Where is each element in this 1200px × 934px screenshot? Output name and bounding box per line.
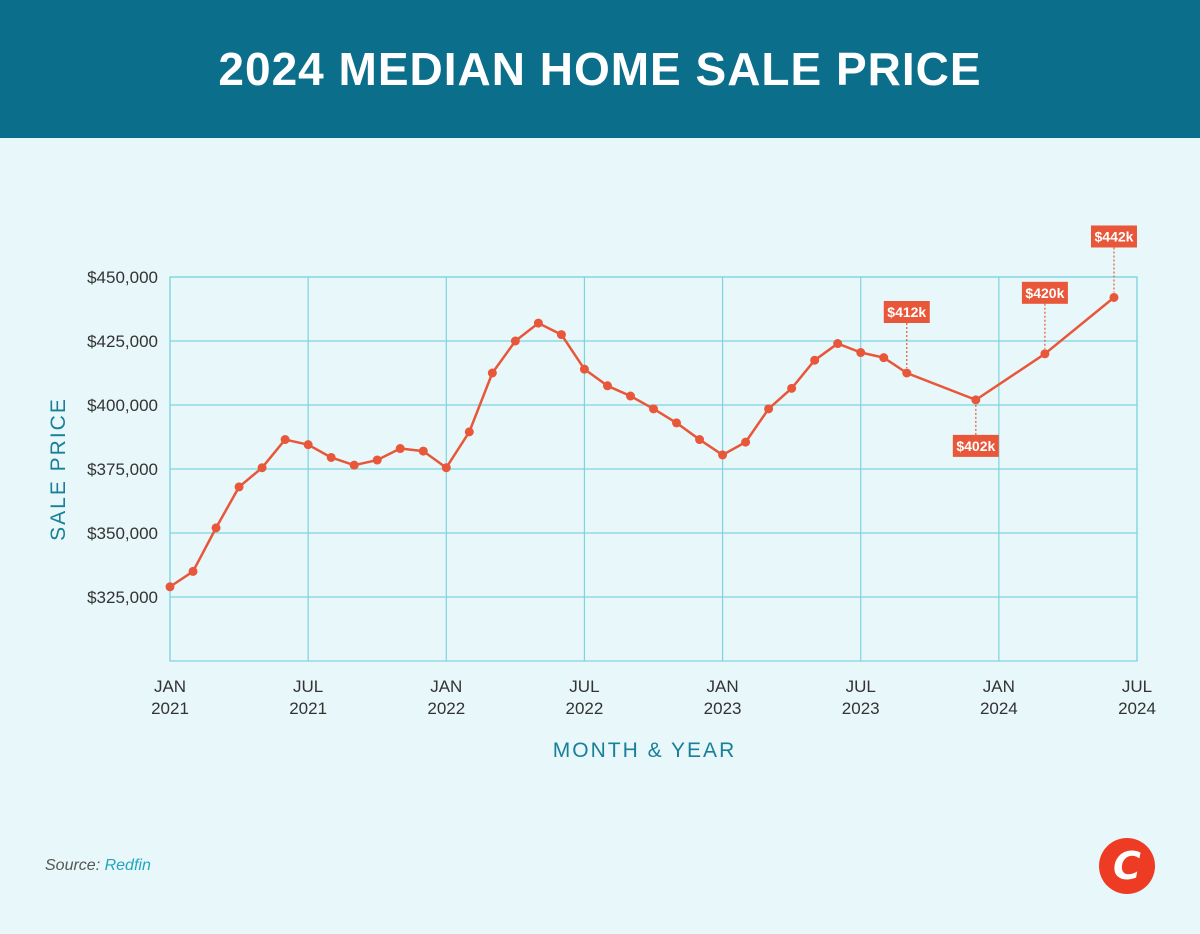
x-tick-label: 2023 bbox=[704, 699, 742, 718]
x-tick-label: JUL bbox=[1122, 677, 1152, 696]
data-point bbox=[464, 427, 474, 437]
data-point bbox=[1040, 349, 1050, 359]
data-point bbox=[672, 418, 682, 428]
data-point bbox=[741, 437, 751, 447]
source-note: Source: Redfin bbox=[45, 857, 151, 875]
x-tick-label: 2021 bbox=[151, 699, 189, 718]
source-name[interactable]: Redfin bbox=[104, 857, 151, 874]
data-label: $420k bbox=[1025, 285, 1064, 301]
data-point bbox=[372, 455, 382, 465]
y-tick-label: $375,000 bbox=[87, 460, 158, 479]
data-point bbox=[649, 404, 658, 414]
brand-logo-icon: C bbox=[1099, 838, 1155, 894]
data-point bbox=[787, 383, 797, 393]
x-tick-label: JUL bbox=[846, 677, 876, 696]
data-point bbox=[280, 435, 290, 445]
data-point bbox=[579, 364, 589, 374]
data-point bbox=[211, 523, 221, 533]
x-tick-label: JUL bbox=[293, 677, 323, 696]
callout-box bbox=[883, 301, 930, 323]
page-title: 2024 MEDIAN HOME SALE PRICE bbox=[218, 43, 982, 95]
data-point bbox=[510, 336, 520, 346]
data-point bbox=[902, 368, 912, 378]
data-point bbox=[257, 463, 267, 473]
callout-box bbox=[1090, 225, 1137, 248]
y-tick-label: $450,000 bbox=[87, 268, 158, 287]
x-tick-label: JUL bbox=[569, 677, 599, 696]
x-tick-label: JAN bbox=[154, 677, 186, 696]
data-point bbox=[441, 463, 451, 473]
data-point bbox=[764, 404, 774, 414]
data-point bbox=[833, 339, 843, 349]
data-point bbox=[326, 452, 336, 462]
data-point bbox=[533, 318, 543, 328]
data-point bbox=[856, 348, 866, 358]
data-point bbox=[303, 440, 313, 450]
y-tick-label: $325,000 bbox=[87, 588, 158, 607]
data-point bbox=[188, 566, 198, 576]
data-point bbox=[695, 435, 705, 445]
y-tick-label: $400,000 bbox=[87, 396, 158, 415]
x-tick-label: 2024 bbox=[1118, 699, 1156, 718]
data-point bbox=[349, 460, 359, 470]
x-tick-label: 2022 bbox=[566, 699, 604, 718]
header-banner: 2024 MEDIAN HOME SALE PRICE bbox=[0, 0, 1200, 138]
data-point bbox=[487, 368, 497, 378]
data-point bbox=[718, 450, 728, 460]
data-point bbox=[165, 582, 175, 592]
data-label: $412k bbox=[887, 304, 926, 320]
data-point bbox=[810, 355, 820, 365]
x-axis-title: MONTH & YEAR bbox=[553, 739, 736, 762]
callout-box bbox=[952, 434, 999, 457]
data-point bbox=[418, 446, 428, 456]
data-point bbox=[234, 482, 244, 492]
x-tick-label: JAN bbox=[430, 677, 462, 696]
x-tick-label: 2022 bbox=[427, 699, 465, 718]
brand-logo-letter: C bbox=[1113, 844, 1141, 888]
x-tick-label: 2023 bbox=[842, 699, 880, 718]
data-point bbox=[395, 444, 405, 454]
y-axis-title: SALE PRICE bbox=[47, 397, 70, 541]
data-point bbox=[1109, 292, 1119, 302]
x-tick-label: JAN bbox=[983, 677, 1015, 696]
data-point bbox=[602, 381, 612, 391]
x-tick-label: 2021 bbox=[289, 699, 327, 718]
x-tick-label: JAN bbox=[707, 677, 739, 696]
data-point bbox=[971, 395, 981, 405]
source-label: Source: bbox=[45, 857, 101, 874]
y-tick-label: $350,000 bbox=[87, 524, 158, 543]
x-tick-label: 2024 bbox=[980, 699, 1018, 718]
data-label: $442k bbox=[1095, 228, 1134, 244]
y-tick-label: $425,000 bbox=[87, 332, 158, 351]
callout-box bbox=[1021, 281, 1068, 304]
data-point bbox=[556, 330, 566, 340]
data-point bbox=[879, 353, 889, 363]
data-point bbox=[625, 391, 635, 401]
data-label: $402k bbox=[956, 438, 995, 454]
